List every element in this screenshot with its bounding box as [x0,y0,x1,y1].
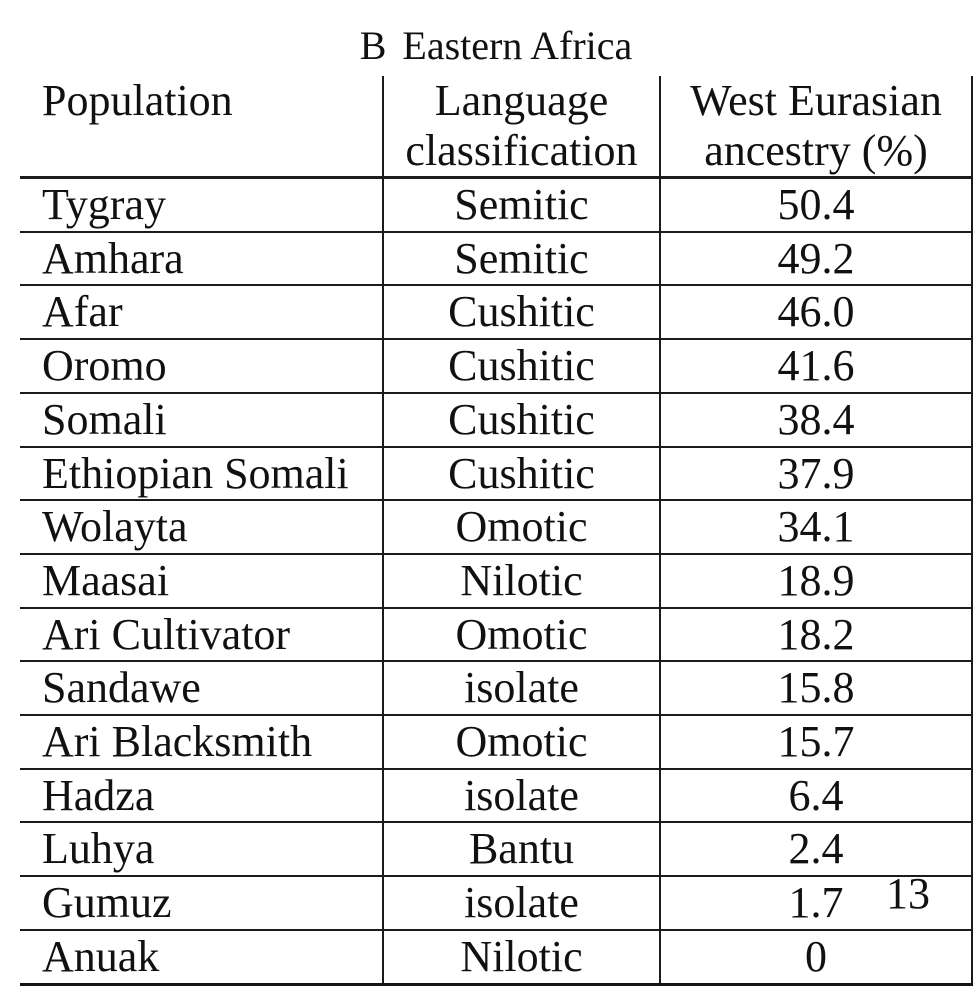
language-cell: Semitic [382,177,660,233]
ancestry-cell: 6.4 [659,768,973,824]
panel-label: B [359,23,387,68]
ancestry-cell: 15.8 [659,661,973,717]
population-cell: Gumuz [20,876,383,931]
column-header-line2: classification [405,126,638,175]
language-cell: Omotic [382,715,660,770]
table-row: Amhara Semitic 49.2 [20,231,973,287]
ancestry-cell: 15.7 [659,715,973,770]
ancestry-table: Population Language classification West … [20,76,973,986]
column-header-line2: ancestry (%) [704,126,928,175]
ancestry-cell: 49.2 [659,231,973,287]
language-cell: Omotic [382,500,660,555]
table-row: Ethiopian Somali Cushitic 37.9 [20,446,973,502]
column-header-ancestry: West Eurasian ancestry (%) [659,76,973,179]
population-cell: Somali [20,392,383,448]
column-header-line1: Language [434,76,609,125]
ancestry-cell: 18.9 [659,553,973,609]
ancestry-cell: 0 [659,929,973,986]
population-cell: Wolayta [20,500,383,555]
table-row: Wolayta Omotic 34.1 [20,500,973,555]
language-cell: Nilotic [382,553,660,609]
language-cell: Cushitic [382,339,660,394]
header-row: Population Language classification West … [20,76,973,179]
language-cell: Semitic [382,231,660,287]
language-cell: Bantu [382,822,660,878]
table-body: Tygray Semitic 50.4 Amhara Semitic 49.2 … [20,177,973,986]
ancestry-cell: 37.9 [659,446,973,502]
table-row: Luhya Bantu 2.4 [20,822,973,878]
population-cell: Ari Blacksmith [20,715,383,770]
table-row: Ari Cultivator Omotic 18.2 [20,607,973,663]
population-cell: Ethiopian Somali [20,446,383,502]
language-cell: Cushitic [382,285,660,341]
language-cell: isolate [382,876,660,931]
caption-title: Eastern Africa [402,23,633,68]
language-cell: Cushitic [382,446,660,502]
population-cell: Afar [20,285,383,341]
ancestry-cell: 38.4 [659,392,973,448]
table-row: Tygray Semitic 50.4 [20,177,973,233]
language-cell: isolate [382,661,660,717]
population-cell: Amhara [20,231,383,287]
table-row: Sandawe isolate 15.8 [20,661,973,717]
population-cell: Sandawe [20,661,383,717]
table-row: Afar Cushitic 46.0 [20,285,973,341]
table-row: Ari Blacksmith Omotic 15.7 [20,715,973,770]
language-cell: Omotic [382,607,660,663]
ancestry-cell: 18.2 [659,607,973,663]
table-caption: B Eastern Africa [20,24,972,68]
population-cell: Tygray [20,177,383,233]
population-cell: Hadza [20,768,383,824]
ancestry-cell: 50.4 [659,177,973,233]
population-cell: Luhya [20,822,383,878]
language-cell: Cushitic [382,392,660,448]
ancestry-cell: 1.7 [659,876,973,931]
table-row: Anuak Nilotic 0 [20,929,973,986]
column-header-line1: West Eurasian [690,76,942,125]
ancestry-cell: 2.4 [659,822,973,878]
table-row: Gumuz isolate 1.7 [20,876,973,931]
language-cell: Nilotic [382,929,660,986]
population-cell: Oromo [20,339,383,394]
population-cell: Ari Cultivator [20,607,383,663]
table-row: Oromo Cushitic 41.6 [20,339,973,394]
column-header-line1: Population [42,76,233,125]
column-header-language: Language classification [382,76,660,179]
table-row: Hadza isolate 6.4 [20,768,973,824]
ancestry-cell: 41.6 [659,339,973,394]
column-header-population: Population [20,76,383,179]
population-cell: Anuak [20,929,383,986]
language-cell: isolate [382,768,660,824]
ancestry-cell: 34.1 [659,500,973,555]
table-row: Somali Cushitic 38.4 [20,392,973,448]
table-row: Maasai Nilotic 18.9 [20,553,973,609]
table-header: Population Language classification West … [20,76,973,179]
page-number: 13 [886,869,930,918]
population-cell: Maasai [20,553,383,609]
ancestry-cell: 46.0 [659,285,973,341]
